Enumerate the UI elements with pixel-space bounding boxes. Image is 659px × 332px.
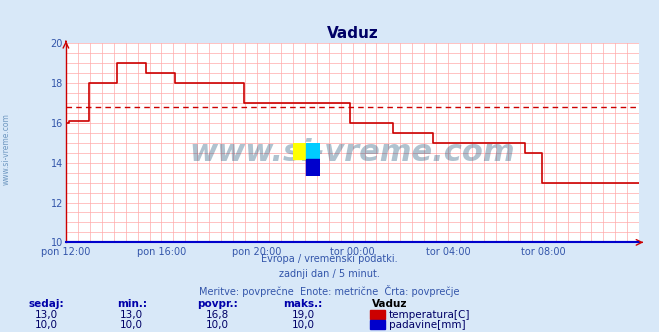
Text: www.si-vreme.com: www.si-vreme.com [2,114,11,185]
Text: min.:: min.: [117,299,147,309]
Text: www.si-vreme.com: www.si-vreme.com [190,138,515,167]
Text: 10,0: 10,0 [292,320,314,330]
Text: 19,0: 19,0 [291,310,315,320]
Text: temperatura[C]: temperatura[C] [389,310,471,320]
Bar [293,143,306,159]
Bar [370,320,385,329]
Text: 10,0: 10,0 [206,320,229,330]
Bar [306,143,320,159]
Text: padavine[mm]: padavine[mm] [389,320,465,330]
Text: povpr.:: povpr.: [197,299,238,309]
Text: 10,0: 10,0 [35,320,57,330]
Text: maks.:: maks.: [283,299,323,309]
Text: 16,8: 16,8 [206,310,229,320]
Text: Evropa / vremenski podatki.
zadnji dan / 5 minut.
Meritve: povprečne  Enote: met: Evropa / vremenski podatki. zadnji dan /… [199,254,460,297]
Text: sedaj:: sedaj: [28,299,64,309]
Text: 13,0: 13,0 [120,310,144,320]
Text: Vaduz: Vaduz [372,299,408,309]
Bar [306,159,320,176]
Text: 10,0: 10,0 [121,320,143,330]
Bar [370,310,385,319]
Title: Vaduz: Vaduz [327,26,378,41]
Text: 13,0: 13,0 [34,310,58,320]
